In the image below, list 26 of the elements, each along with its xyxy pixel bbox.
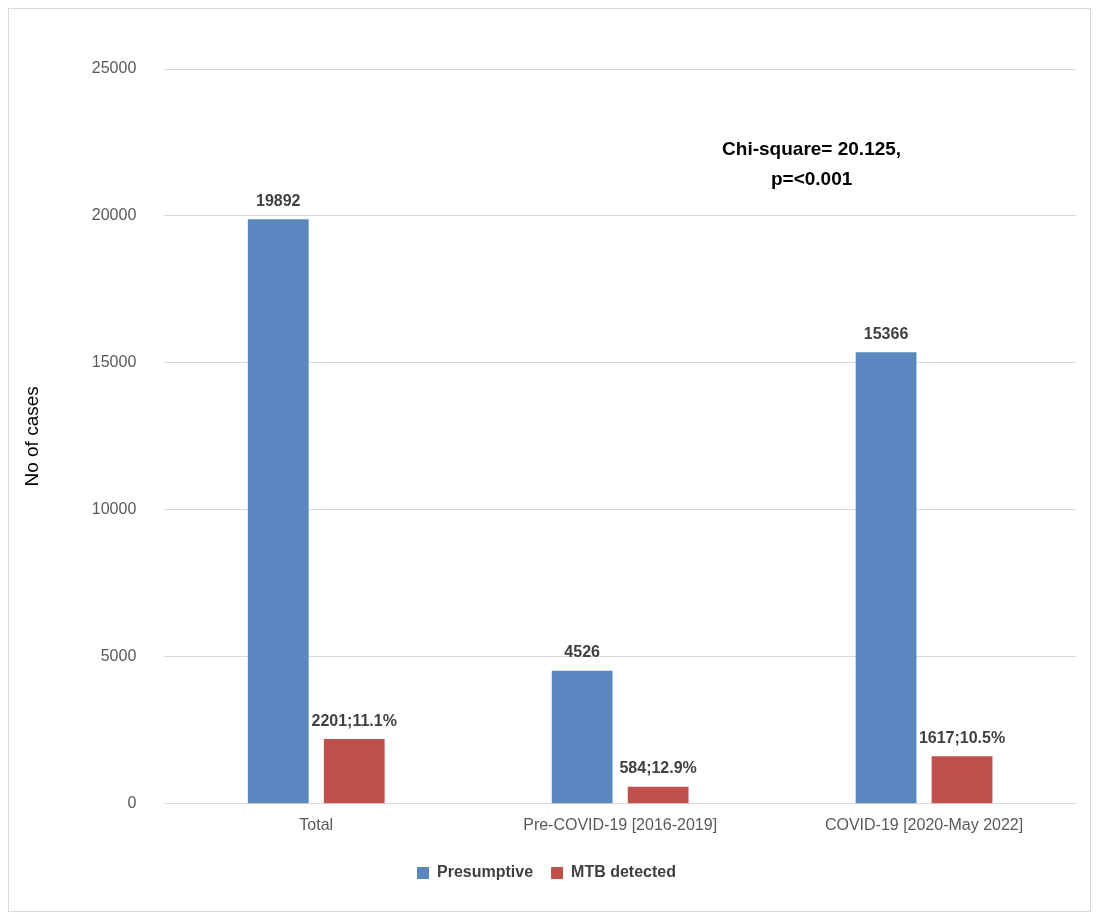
- x-tick-label: COVID-19 [2020-May 2022]: [824, 815, 1024, 833]
- bar: [931, 756, 993, 804]
- y-tick-label: 25000: [91, 59, 137, 77]
- y-tick-label: 0: [127, 794, 137, 812]
- bar: [551, 670, 613, 804]
- x-tick-label: Total: [299, 815, 334, 833]
- data-label: 1617;10.5%: [918, 728, 1006, 746]
- bar: [247, 219, 309, 804]
- data-label: 584;12.9%: [619, 759, 697, 777]
- annotation: Chi-square= 20.125,: [722, 137, 902, 159]
- data-label: 15366: [863, 324, 909, 342]
- annotation: p=<0.001: [770, 167, 853, 189]
- y-tick-label: 5000: [100, 647, 137, 665]
- bar: [323, 739, 385, 804]
- y-axis-title: No of cases: [20, 386, 42, 487]
- y-tick-label: 15000: [91, 353, 137, 371]
- bar: [627, 786, 689, 804]
- y-tick-label: 10000: [91, 500, 137, 518]
- data-label: 2201;11.1%: [311, 711, 397, 729]
- data-label: 4526: [564, 643, 601, 661]
- data-label: 19892: [256, 191, 301, 209]
- bar: [855, 352, 917, 804]
- y-tick-label: 20000: [91, 206, 137, 224]
- x-tick-label: Pre-COVID-19 [2016-2019]: [523, 815, 718, 833]
- legend-label: MTB detected: [571, 863, 676, 881]
- legend-label: Presumptive: [437, 863, 534, 881]
